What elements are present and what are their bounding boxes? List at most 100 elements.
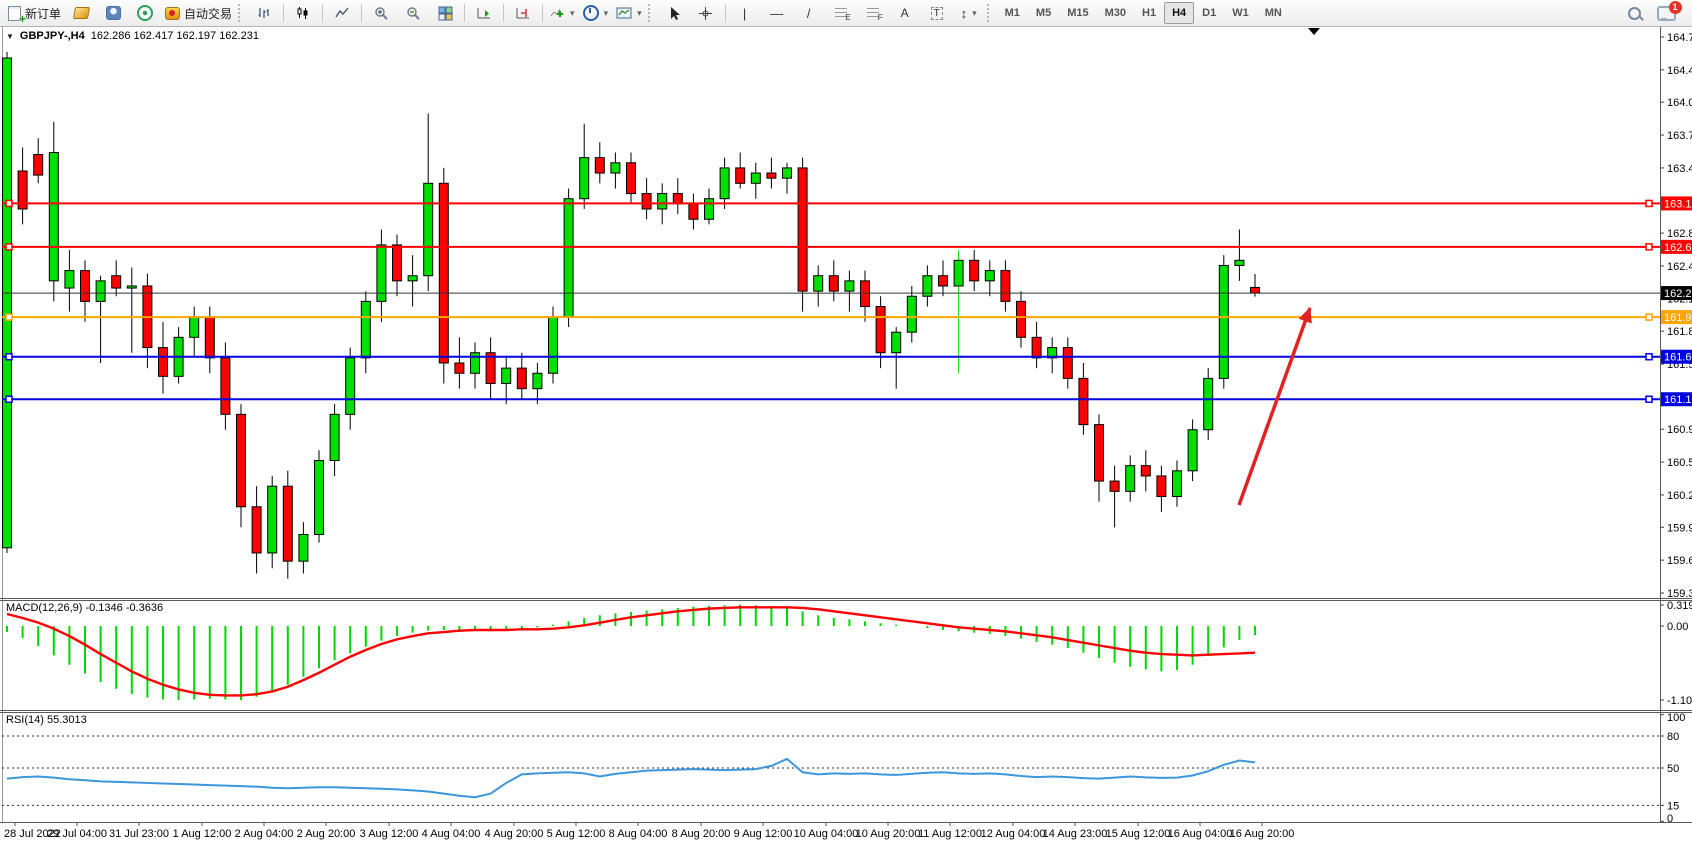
timeframe-H1[interactable]: H1 <box>1142 7 1157 19</box>
indicators-button[interactable]: ▾ <box>546 1 579 25</box>
svg-text:100: 100 <box>1667 712 1685 724</box>
templates-button[interactable]: ▾ <box>612 1 646 25</box>
notifications-button[interactable]: 1 <box>1650 0 1682 25</box>
text-label-button[interactable]: T <box>921 1 953 25</box>
svg-text:164.725: 164.725 <box>1667 32 1692 44</box>
auto-trading-label: 自动交易 <box>184 6 233 21</box>
svg-text:16 Aug 20:00: 16 Aug 20:00 <box>1230 828 1295 840</box>
cursor-button[interactable] <box>658 1 690 25</box>
bar-chart-button[interactable] <box>248 1 280 25</box>
svg-text:16 Aug 04:00: 16 Aug 04:00 <box>1168 828 1233 840</box>
ohlc-expander-icon[interactable]: ▼ <box>6 31 14 41</box>
svg-text:2 Aug 04:00: 2 Aug 04:00 <box>235 828 294 840</box>
svg-text:161.197: 161.197 <box>1664 394 1692 406</box>
svg-text:161.860: 161.860 <box>1667 326 1692 338</box>
toolbar-grip[interactable] <box>986 4 993 22</box>
equidistant-channel-button[interactable]: E <box>825 1 857 25</box>
svg-text:31 Jul 23:00: 31 Jul 23:00 <box>109 828 169 840</box>
svg-text:8 Aug 04:00: 8 Aug 04:00 <box>609 828 668 840</box>
timeframe-M15[interactable]: M15 <box>1067 7 1089 19</box>
chat-icon: 1 <box>1656 0 1682 21</box>
macd-label: MACD(12,26,9) -0.1346 -0.3636 <box>6 602 164 614</box>
macd-panel: 0.3193 0.00 -1.1075 <box>6 600 1692 707</box>
horizontal-line-button[interactable]: — <box>761 1 793 25</box>
search-button[interactable] <box>1618 1 1650 25</box>
text-button[interactable]: A <box>889 1 921 25</box>
shift-marker-icon[interactable] <box>1308 28 1320 35</box>
ohlc-values: 162.286 162.417 162.197 162.231 <box>90 30 259 42</box>
svg-text:159.950: 159.950 <box>1667 522 1692 534</box>
auto-trading-button[interactable]: 自动交易 <box>161 1 236 25</box>
vertical-line-icon: | <box>742 5 747 21</box>
horizontal-line-161.197[interactable]: 161.197 <box>2 392 1692 407</box>
timeframe-H4[interactable]: H4 <box>1164 2 1195 24</box>
line-chart-button[interactable] <box>326 1 358 25</box>
svg-text:164.090: 164.090 <box>1667 97 1692 109</box>
candles <box>2 51 1260 579</box>
svg-text:164.405: 164.405 <box>1667 65 1692 77</box>
rsi-label: RSI(14) 55.3013 <box>6 714 87 726</box>
svg-text:159.310: 159.310 <box>1667 588 1692 600</box>
text-label-icon: T <box>930 6 943 20</box>
chart-shift-button[interactable] <box>507 1 539 25</box>
timeframe-M1[interactable]: M1 <box>1004 7 1020 19</box>
crosshair-icon <box>699 6 713 20</box>
trendline-button[interactable]: / <box>793 1 825 25</box>
chart-shift-icon <box>516 8 529 19</box>
horizontal-line-161.997[interactable]: 161.997 <box>2 310 1692 325</box>
svg-text:163.770: 163.770 <box>1667 130 1692 142</box>
horizontal-line-162.681[interactable]: 162.681 <box>2 239 1692 254</box>
toolbar-separator <box>361 4 363 22</box>
tile-windows-button[interactable] <box>429 1 461 25</box>
vertical-line-button[interactable]: | <box>729 1 761 25</box>
new-order-button[interactable]: + 新订单 <box>4 1 65 25</box>
svg-text:-1.1075: -1.1075 <box>1667 695 1692 707</box>
svg-text:9 Aug 12:00: 9 Aug 12:00 <box>734 828 793 840</box>
tile-windows-icon <box>438 6 453 20</box>
svg-text:8 Aug 20:00: 8 Aug 20:00 <box>672 828 731 840</box>
dropdown-arrow-icon: ▾ <box>637 7 642 18</box>
svg-text:10 Aug 20:00: 10 Aug 20:00 <box>856 828 921 840</box>
timeframe-MN[interactable]: MN <box>1264 7 1282 19</box>
dropdown-arrow-icon: ▾ <box>570 7 575 18</box>
svg-text:162.815: 162.815 <box>1667 228 1692 240</box>
horizontal-line-161.611[interactable]: 161.611 <box>2 349 1692 364</box>
chart-title: ▼ GBPJPY-,H4 162.286 162.417 162.197 162… <box>6 30 259 42</box>
data-window-button[interactable] <box>97 1 129 25</box>
timeframe-W1[interactable]: W1 <box>1232 7 1249 19</box>
svg-text:160.585: 160.585 <box>1667 457 1692 469</box>
timeframe-D1[interactable]: D1 <box>1202 7 1217 19</box>
signals-button[interactable] <box>129 1 161 25</box>
signal-icon <box>137 5 154 21</box>
crosshair-button[interactable] <box>690 1 722 25</box>
horizontal-line-163.104[interactable]: 163.104 <box>2 196 1692 211</box>
zoom-out-button[interactable] <box>397 1 429 25</box>
svg-text:12 Aug 04:00: 12 Aug 04:00 <box>981 828 1046 840</box>
toolbar-grip[interactable] <box>238 4 244 22</box>
fibonacci-button[interactable]: F <box>857 1 889 25</box>
svg-text:28 Jul 2022: 28 Jul 2022 <box>4 828 61 840</box>
periods-button[interactable]: ▾ <box>579 1 613 25</box>
svg-text:0.00: 0.00 <box>1667 621 1688 633</box>
svg-text:161.611: 161.611 <box>1664 352 1692 364</box>
svg-text:2 Aug 20:00: 2 Aug 20:00 <box>297 828 356 840</box>
svg-text:4 Aug 04:00: 4 Aug 04:00 <box>422 828 481 840</box>
timeframe-M5[interactable]: M5 <box>1035 7 1052 19</box>
svg-text:80: 80 <box>1667 731 1679 743</box>
toolbar-separator <box>464 4 466 22</box>
svg-text:11 Aug 12:00: 11 Aug 12:00 <box>918 828 982 840</box>
auto-scroll-button[interactable] <box>468 1 500 25</box>
notification-badge: 1 <box>1668 0 1682 14</box>
trend-arrow[interactable] <box>1237 307 1312 506</box>
svg-text:160.265: 160.265 <box>1667 490 1692 502</box>
bar-chart-icon <box>258 8 269 18</box>
candlestick-chart-button[interactable] <box>287 1 319 25</box>
arrows-button[interactable]: ↕ ▾ <box>953 1 985 25</box>
toolbar-grip[interactable] <box>647 4 654 22</box>
search-icon <box>1627 6 1644 21</box>
svg-text:161.997: 161.997 <box>1664 312 1692 324</box>
timeframe-M30[interactable]: M30 <box>1104 7 1126 19</box>
zoom-in-button[interactable] <box>365 1 397 25</box>
